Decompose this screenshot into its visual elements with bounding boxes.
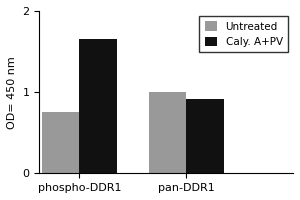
Legend: Untreated, Caly. A+PV: Untreated, Caly. A+PV — [200, 16, 288, 52]
Bar — [80, 39, 117, 173]
Bar — [186, 99, 224, 173]
Bar — [149, 92, 186, 173]
Y-axis label: OD= 450 nm: OD= 450 nm — [7, 56, 17, 129]
Bar — [42, 112, 80, 173]
